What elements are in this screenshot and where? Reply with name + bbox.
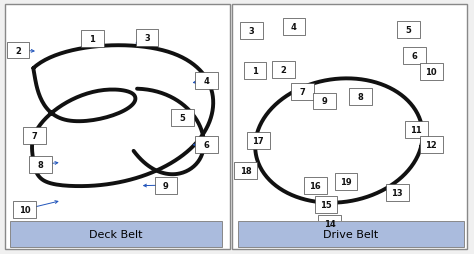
Text: 5: 5 xyxy=(406,26,411,35)
FancyBboxPatch shape xyxy=(313,93,336,110)
FancyBboxPatch shape xyxy=(155,177,177,194)
Text: 3: 3 xyxy=(248,27,254,36)
Text: Drive Belt: Drive Belt xyxy=(323,229,378,240)
Text: 16: 16 xyxy=(310,181,321,190)
Text: 2: 2 xyxy=(15,46,21,55)
FancyBboxPatch shape xyxy=(283,19,305,36)
FancyBboxPatch shape xyxy=(304,177,327,194)
Text: 8: 8 xyxy=(37,161,43,170)
FancyBboxPatch shape xyxy=(244,63,266,80)
FancyBboxPatch shape xyxy=(7,42,29,59)
FancyBboxPatch shape xyxy=(403,47,426,64)
Text: 12: 12 xyxy=(426,140,437,149)
Text: 1: 1 xyxy=(252,67,258,76)
FancyBboxPatch shape xyxy=(238,221,464,247)
Text: 7: 7 xyxy=(31,131,37,140)
FancyBboxPatch shape xyxy=(23,128,46,144)
Text: 9: 9 xyxy=(322,97,328,106)
FancyBboxPatch shape xyxy=(13,201,36,218)
FancyBboxPatch shape xyxy=(234,162,257,179)
Text: 1: 1 xyxy=(90,35,95,44)
FancyBboxPatch shape xyxy=(232,5,467,249)
FancyBboxPatch shape xyxy=(240,23,263,40)
Text: 17: 17 xyxy=(253,136,264,146)
FancyBboxPatch shape xyxy=(81,31,104,48)
Text: 10: 10 xyxy=(19,205,30,214)
FancyBboxPatch shape xyxy=(420,64,443,81)
Text: 10: 10 xyxy=(426,68,437,77)
FancyBboxPatch shape xyxy=(10,221,222,247)
Text: 4: 4 xyxy=(203,77,209,86)
FancyBboxPatch shape xyxy=(171,110,194,126)
Text: 6: 6 xyxy=(203,140,209,149)
FancyBboxPatch shape xyxy=(405,122,428,138)
FancyBboxPatch shape xyxy=(315,196,337,213)
Text: 13: 13 xyxy=(392,188,403,197)
FancyBboxPatch shape xyxy=(291,84,314,100)
Text: 9: 9 xyxy=(163,181,169,190)
FancyBboxPatch shape xyxy=(136,30,158,46)
Text: 8: 8 xyxy=(357,92,363,102)
FancyBboxPatch shape xyxy=(349,89,372,105)
FancyBboxPatch shape xyxy=(5,5,230,249)
Text: 11: 11 xyxy=(410,125,422,135)
FancyBboxPatch shape xyxy=(397,22,420,39)
Text: 14: 14 xyxy=(324,219,335,228)
FancyBboxPatch shape xyxy=(386,184,409,201)
FancyBboxPatch shape xyxy=(29,157,52,173)
FancyBboxPatch shape xyxy=(420,136,443,153)
FancyBboxPatch shape xyxy=(247,133,270,149)
Text: 3: 3 xyxy=(144,34,150,43)
Text: 15: 15 xyxy=(320,200,332,209)
FancyBboxPatch shape xyxy=(195,136,218,153)
Text: 18: 18 xyxy=(240,166,251,175)
FancyBboxPatch shape xyxy=(272,61,295,78)
Text: 7: 7 xyxy=(300,87,305,97)
Text: 2: 2 xyxy=(281,65,286,74)
FancyBboxPatch shape xyxy=(318,215,341,232)
FancyBboxPatch shape xyxy=(195,73,218,90)
Text: 5: 5 xyxy=(180,114,185,123)
FancyBboxPatch shape xyxy=(335,173,357,190)
Text: 4: 4 xyxy=(291,23,297,32)
Text: Deck Belt: Deck Belt xyxy=(90,229,143,240)
Text: 6: 6 xyxy=(412,51,418,60)
Text: 19: 19 xyxy=(340,177,352,186)
